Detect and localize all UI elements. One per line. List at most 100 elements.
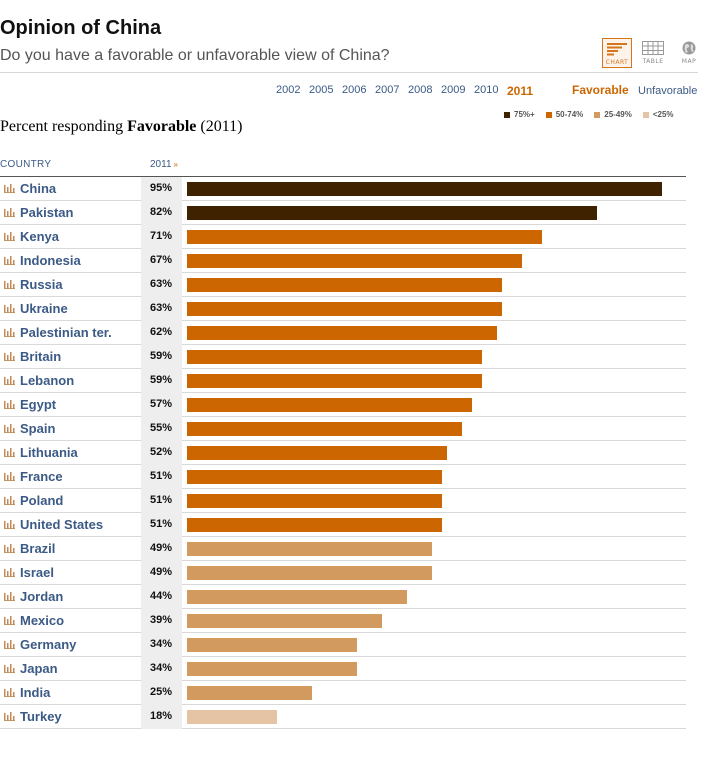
table-row[interactable]: Pakistan 82% [0,201,686,225]
trend-chart-icon[interactable] [4,424,15,433]
trend-chart-icon[interactable] [4,496,15,505]
country-label[interactable]: Britain [20,349,62,364]
table-row[interactable]: Jordan 44% [0,585,686,609]
table-row[interactable]: Mexico 39% [0,609,686,633]
table-row[interactable]: Japan 34% [0,657,686,681]
value-cell-background [141,465,182,489]
year-option-2007[interactable]: 2007 [375,84,400,96]
country-label[interactable]: Israel [20,565,54,580]
country-label[interactable]: Lithuania [20,445,78,460]
country-label[interactable]: Japan [20,661,58,676]
table-row[interactable]: Indonesia 67% [0,249,686,273]
country-label[interactable]: Kenya [20,229,60,244]
value-cell-background [141,273,182,297]
trend-chart-icon[interactable] [4,664,15,673]
unfavorable-toggle[interactable]: Unfavorable [638,85,698,97]
value-label: 63% [150,278,173,290]
table-row[interactable]: Spain 55% [0,417,686,441]
value-label: 51% [150,494,173,506]
trend-chart-icon[interactable] [4,616,15,625]
trend-chart-icon[interactable] [4,448,15,457]
year-option-2008[interactable]: 2008 [408,84,433,96]
country-label[interactable]: Germany [20,637,77,652]
table-row[interactable]: Russia 63% [0,273,686,297]
table-row[interactable]: Lebanon 59% [0,369,686,393]
year-option-2011[interactable]: 2011 [507,84,534,98]
year-option-2009[interactable]: 2009 [441,84,466,96]
table-row[interactable]: China 95% [0,177,686,201]
trend-chart-icon[interactable] [4,544,15,553]
country-column-header[interactable]: COUNTRY [0,159,52,170]
country-label[interactable]: Palestinian ter. [20,325,112,340]
trend-chart-icon[interactable] [4,184,15,193]
trend-chart-icon[interactable] [4,304,15,313]
country-label[interactable]: Pakistan [20,205,74,220]
country-label[interactable]: Ukraine [20,301,68,316]
trend-chart-icon[interactable] [4,400,15,409]
year-option-2005[interactable]: 2005 [309,84,334,96]
trend-chart-icon[interactable] [4,592,15,601]
trend-chart-icon[interactable] [4,208,15,217]
table-row[interactable]: Brazil 49% [0,537,686,561]
country-label[interactable]: Turkey [20,709,62,724]
table-row[interactable]: France 51% [0,465,686,489]
country-label[interactable]: China [20,181,57,196]
country-label[interactable]: Poland [20,493,64,508]
bar [187,518,442,532]
table-row[interactable]: Britain 59% [0,345,686,369]
chart-heading: Percent responding Favorable (2011) [0,118,242,136]
table-row[interactable]: Turkey 18% [0,705,686,729]
trend-chart-icon[interactable] [4,256,15,265]
table-row[interactable]: Palestinian ter. 62% [0,321,686,345]
table-view-button[interactable]: TABLE [638,38,668,68]
table-row[interactable]: Kenya 71% [0,225,686,249]
table-row[interactable]: Israel 49% [0,561,686,585]
favorable-toggle[interactable]: Favorable [572,83,629,97]
country-label[interactable]: Mexico [20,613,65,628]
country-label[interactable]: Egypt [20,397,57,412]
table-row[interactable]: Egypt 57% [0,393,686,417]
country-label[interactable]: Brazil [20,541,56,556]
trend-chart-icon[interactable] [4,352,15,361]
trend-chart-icon[interactable] [4,712,15,721]
value-label: 51% [150,518,173,530]
value-cell-background [141,321,182,345]
value-cell-background [141,657,182,681]
country-label[interactable]: Spain [20,421,56,436]
table-row[interactable]: United States 51% [0,513,686,537]
table-row[interactable]: Poland 51% [0,489,686,513]
country-label[interactable]: Russia [20,277,63,292]
map-view-button[interactable]: MAP [674,38,704,68]
trend-chart-icon[interactable] [4,640,15,649]
trend-chart-icon[interactable] [4,568,15,577]
year-option-2002[interactable]: 2002 [276,84,301,96]
country-label[interactable]: India [20,685,51,700]
value-label: 55% [150,422,173,434]
trend-chart-icon[interactable] [4,280,15,289]
trend-chart-icon[interactable] [4,520,15,529]
bar [187,302,502,316]
table-row[interactable]: Germany 34% [0,633,686,657]
chart-view-button[interactable]: CHART [602,38,632,68]
trend-chart-icon[interactable] [4,232,15,241]
country-label[interactable]: France [20,469,63,484]
table-row[interactable]: Ukraine 63% [0,297,686,321]
country-label[interactable]: Lebanon [20,373,75,388]
country-label[interactable]: United States [20,517,104,532]
trend-chart-icon[interactable] [4,328,15,337]
table-row[interactable]: Lithuania 52% [0,441,686,465]
bar [187,326,497,340]
country-label[interactable]: Jordan [20,589,64,604]
year-option-2010[interactable]: 2010 [474,84,499,96]
legend-swatch [545,111,552,118]
year-column-header[interactable]: 2011» [150,159,178,170]
trend-chart-icon[interactable] [4,376,15,385]
bar [187,542,432,556]
year-option-2006[interactable]: 2006 [342,84,367,96]
trend-chart-icon[interactable] [4,688,15,697]
trend-chart-icon[interactable] [4,472,15,481]
value-label: 44% [150,590,173,602]
top-divider [0,72,698,73]
country-label[interactable]: Indonesia [20,253,81,268]
table-row[interactable]: India 25% [0,681,686,705]
